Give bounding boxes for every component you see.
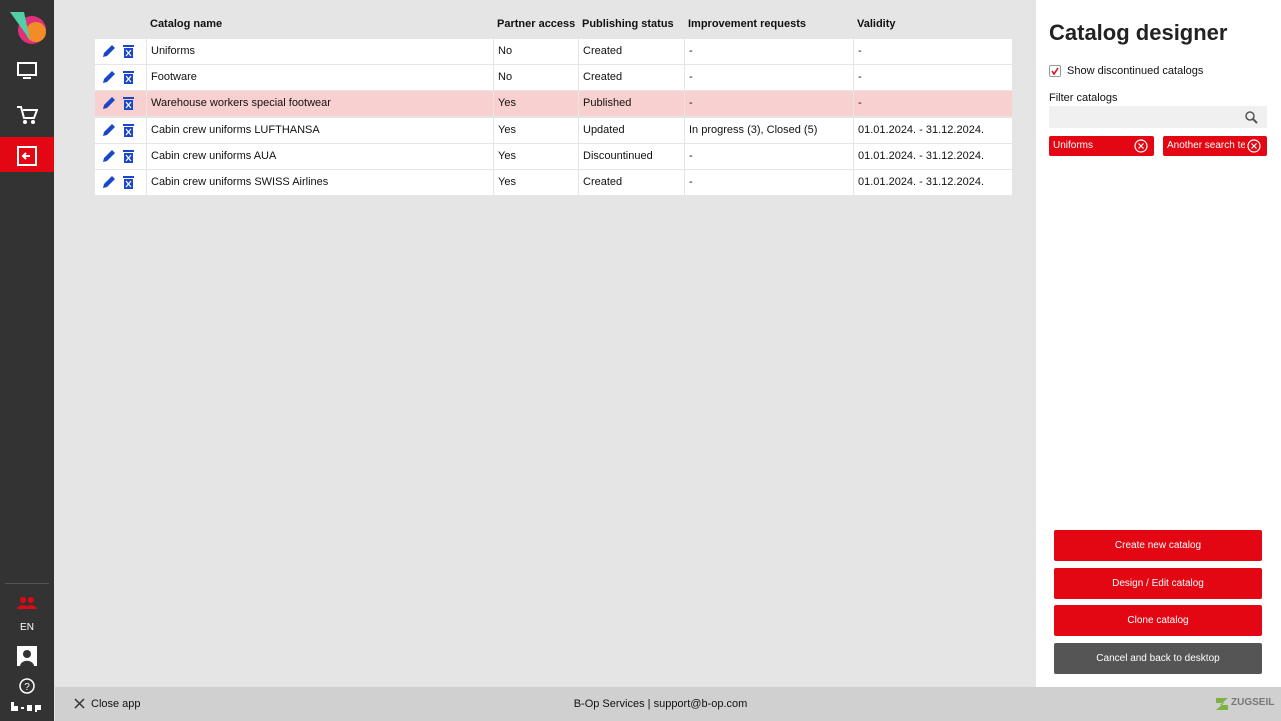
edit-icon[interactable] [102,175,116,189]
table-cell: 01.01.2024. - 31.12.2024. [853,170,1012,195]
svg-text:?: ? [24,682,30,693]
table-cell: Created [578,39,684,64]
checkbox-label[interactable]: Show discontinued catalogs [1067,65,1204,77]
table-cell: Cabin crew uniforms LUFTHANSA [146,118,493,143]
column-header: Publishing status [582,18,674,30]
table-cell: Yes [493,144,578,169]
table-cell: - [684,39,853,64]
table-cell: Yes [493,118,578,143]
chip-remove[interactable] [1134,139,1148,153]
table-cell: - [853,65,1012,90]
user-icon[interactable] [17,646,37,666]
footer-info: B-Op Services | support@b-op.com [573,698,748,710]
table-cell: No [493,65,578,90]
table-cell: Updated [578,118,684,143]
table-cell: 01.01.2024. - 31.12.2024. [853,118,1012,143]
chip-remove[interactable] [1247,139,1261,153]
table-cell: - [853,91,1012,116]
table-cell: Yes [493,91,578,116]
search-icon [1245,111,1258,124]
checkbox[interactable] [1049,65,1061,77]
close-icon[interactable] [74,698,85,709]
table-row[interactable]: Uniforms No Created - - [95,39,1012,64]
cart-icon[interactable] [16,104,38,126]
active-nav[interactable] [0,137,54,172]
brand-mark [1216,698,1228,710]
table-cell: Yes [493,170,578,195]
footer: Close app B-Op Services | support@b-op.c… [55,687,1281,721]
brand: ZUGSEIL [1231,697,1275,708]
sidebar: EN ? [0,0,54,721]
table-cell: - [684,65,853,90]
help-icon[interactable]: ? [19,678,35,694]
action-button[interactable]: Create new catalog [1054,530,1262,561]
table-cell: In progress (3), Closed (5) [684,118,853,143]
table-cell: Cabin crew uniforms SWISS Airlines [146,170,493,195]
column-header: Partner access [497,18,576,30]
table-cell: Cabin crew uniforms AUA [146,144,493,169]
table-row[interactable]: Cabin crew uniforms SWISS Airlines Yes Cre… [95,170,1012,195]
filter-input[interactable] [1049,106,1267,128]
app-logo [10,12,46,44]
chip-text: Another search te... [1167,140,1245,151]
delete-icon[interactable] [123,149,134,163]
chip-text: Uniforms [1053,140,1094,151]
table-cell: Warehouse workers special footwear [146,91,493,116]
table-row[interactable]: Cabin crew uniforms LUFTHANSA Yes Updated I… [95,118,1012,143]
bop-logo [11,702,41,712]
action-button[interactable]: Design / Edit catalog [1054,568,1262,599]
column-header: Improvement requests [688,18,806,30]
edit-icon[interactable] [102,44,116,58]
table-cell: No [493,39,578,64]
table-cell: Footware [146,65,493,90]
table-cell: Created [578,170,684,195]
edit-icon[interactable] [102,149,116,163]
edit-icon[interactable] [102,70,116,84]
delete-icon[interactable] [123,44,134,58]
delete-icon[interactable] [123,70,134,84]
table-cell: 01.01.2024. - 31.12.2024. [853,144,1012,169]
table-cell: - [684,170,853,195]
close-app[interactable]: Close app [91,698,141,710]
column-header: Validity [857,18,896,30]
table-cell: Discountinued [578,144,684,169]
delete-icon[interactable] [123,96,134,110]
desktop-icon[interactable] [17,62,37,80]
filter-chip[interactable]: Uniforms [1049,136,1154,156]
team-icon[interactable] [17,596,37,610]
language[interactable]: EN [20,622,34,633]
delete-icon[interactable] [123,175,134,189]
table-cell: Published [578,91,684,116]
table-cell: - [684,91,853,116]
separator [5,583,49,584]
filter-chip[interactable]: Another search te... [1163,136,1267,156]
table-row[interactable]: Footware No Created - - [95,65,1012,90]
table-row[interactable]: Warehouse workers special footwear Yes Pub… [95,91,1012,116]
catalog-icon [17,146,37,166]
table-cell: - [684,144,853,169]
delete-icon[interactable] [123,123,134,137]
edit-icon[interactable] [102,123,116,137]
check-mark [1051,67,1059,76]
table-cell: Created [578,65,684,90]
panel-title: Catalog designer [1049,20,1228,45]
action-button[interactable]: Clone catalog [1054,605,1262,636]
table-cell: - [853,39,1012,64]
table-cell: Uniforms [146,39,493,64]
table-row[interactable]: Cabin crew uniforms AUA Yes Discountinued -… [95,144,1012,169]
column-header: Catalog name [150,18,223,30]
filter-label: Filter catalogs [1049,92,1118,104]
edit-icon[interactable] [102,96,116,110]
action-button[interactable]: Cancel and back to desktop [1054,643,1262,674]
